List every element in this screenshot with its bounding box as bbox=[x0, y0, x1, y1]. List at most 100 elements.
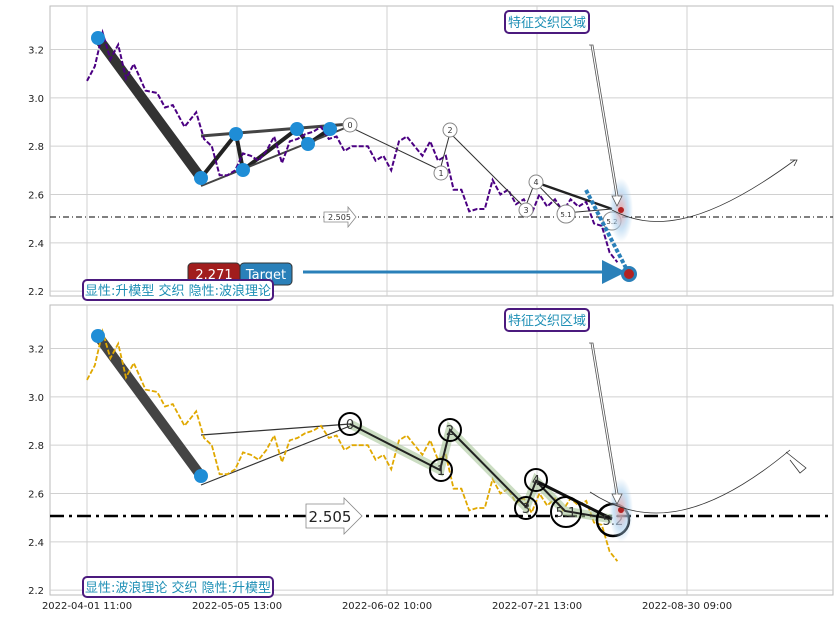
y-tick-label: 2.4 bbox=[28, 538, 44, 549]
bottom-lower-trend bbox=[200, 425, 351, 486]
top-wave-emph bbox=[534, 180, 613, 211]
svg-text:3: 3 bbox=[523, 206, 528, 215]
svg-text:0: 0 bbox=[346, 418, 354, 433]
bottom-zone-annotation: 特征交织区域 bbox=[504, 308, 590, 332]
pattern-leg-4 bbox=[241, 127, 299, 172]
wave-marker-0: 0 bbox=[338, 412, 362, 436]
pattern-leg-2 bbox=[199, 132, 238, 180]
bottom-pivots bbox=[91, 329, 208, 483]
svg-text:2: 2 bbox=[446, 424, 454, 439]
svg-text:2: 2 bbox=[447, 126, 452, 135]
top-y-ticks: 2.2 2.4 2.6 2.8 3.0 3.2 bbox=[28, 46, 44, 299]
bottom-hline-label: 2.505 bbox=[305, 497, 363, 535]
wave-marker-3: 3 bbox=[514, 496, 538, 520]
svg-text:0: 0 bbox=[347, 121, 352, 130]
x-tick-label: 2022-04-01 11:00 bbox=[42, 601, 132, 612]
bottom-wave-band bbox=[347, 419, 613, 524]
projection-arrowhead-icon bbox=[785, 451, 807, 474]
wave-marker-3: 3 bbox=[518, 202, 534, 218]
y-tick-label: 2.2 bbox=[28, 586, 44, 597]
pattern-leg-1 bbox=[93, 33, 206, 183]
pivot-dot bbox=[229, 127, 243, 141]
y-tick-label: 2.8 bbox=[28, 441, 44, 452]
wave-marker-1: 1 bbox=[429, 458, 453, 482]
y-tick-label: 2.6 bbox=[28, 191, 44, 202]
pivot-dot bbox=[236, 163, 250, 177]
top-hline-text: 2.505 bbox=[328, 213, 351, 222]
bottom-legend-annotation-text: 显性:波浪理论 交织 隐性:升模型 bbox=[85, 580, 271, 596]
bottom-zone-annotation-text: 特征交织区域 bbox=[508, 313, 586, 329]
y-tick-label: 2.8 bbox=[28, 142, 44, 153]
target-marker-core bbox=[624, 269, 634, 279]
top-hline-label: 2.505 bbox=[323, 205, 357, 229]
bottom-wave-lines bbox=[347, 419, 613, 524]
bottom-panel: 2.2 2.4 2.6 2.8 3.0 3.2 2.505 0 1 2 3 4 bbox=[28, 304, 834, 598]
wave-marker-0: 0 bbox=[342, 117, 358, 133]
y-tick-label: 3.2 bbox=[28, 46, 44, 57]
top-pattern-lines bbox=[93, 33, 351, 187]
top-price-series bbox=[86, 28, 619, 263]
svg-text:1: 1 bbox=[437, 464, 445, 479]
svg-text:4: 4 bbox=[532, 474, 540, 489]
annotation-pointer bbox=[589, 342, 623, 505]
pivot-dot bbox=[301, 137, 315, 151]
projection-arrowhead-icon bbox=[790, 159, 798, 167]
y-tick-label: 2.6 bbox=[28, 490, 44, 501]
annotation-pointer bbox=[589, 44, 623, 207]
bottom-hline-text: 2.505 bbox=[309, 508, 352, 526]
svg-text:5.1: 5.1 bbox=[560, 211, 571, 219]
wave-marker-2: 2 bbox=[438, 418, 462, 442]
top-wave-circles: 0 1 2 3 4 5.1 5.2 bbox=[342, 117, 622, 231]
projection-curve bbox=[589, 449, 791, 514]
top-panel: 2.2 2.4 2.6 2.8 3.0 3.2 2.505 bbox=[28, 5, 834, 301]
zone-center bbox=[618, 507, 624, 513]
wave-marker-5: 5.1 bbox=[556, 204, 576, 224]
zone-dive-line bbox=[584, 189, 630, 273]
top-zone-annotation-text: 特征交织区域 bbox=[508, 15, 586, 31]
top-legend-annotation-text: 显性:升模型 交织 隐性:波浪理论 bbox=[85, 283, 271, 299]
svg-text:4: 4 bbox=[533, 178, 538, 187]
y-tick-label: 2.4 bbox=[28, 239, 44, 250]
pivot-dot bbox=[194, 469, 208, 483]
x-tick-label: 2022-07-21 13:00 bbox=[492, 601, 582, 612]
y-tick-label: 3.0 bbox=[28, 393, 44, 404]
pivot-dot bbox=[91, 329, 105, 343]
y-tick-label: 2.2 bbox=[28, 287, 44, 298]
projection-curve bbox=[611, 159, 796, 222]
x-tick-label: 2022-08-30 09:00 bbox=[642, 601, 732, 612]
pivot-dot bbox=[91, 31, 105, 45]
wave-marker-1: 1 bbox=[433, 165, 449, 181]
y-tick-label: 3.2 bbox=[28, 345, 44, 356]
wave-marker-5: 5.1 bbox=[550, 496, 582, 528]
top-pivots bbox=[91, 31, 337, 185]
top-feature-zone bbox=[584, 44, 798, 273]
svg-text:3: 3 bbox=[522, 502, 530, 517]
bottom-feature-zone bbox=[589, 342, 807, 542]
bottom-wave-path bbox=[349, 423, 613, 520]
wave-marker-4: 4 bbox=[524, 468, 548, 492]
bottom-y-ticks: 2.2 2.4 2.6 2.8 3.0 3.2 bbox=[28, 345, 44, 598]
top-panel-frame bbox=[49, 5, 834, 297]
bottom-pattern-lines bbox=[93, 331, 351, 486]
pivot-dot bbox=[323, 122, 337, 136]
zone-center bbox=[618, 207, 624, 213]
pivot-dot bbox=[290, 122, 304, 136]
bottom-upper-trend bbox=[200, 423, 351, 436]
x-tick-label: 2022-06-02 10:00 bbox=[342, 601, 432, 612]
wave-marker-2: 2 bbox=[442, 122, 458, 138]
x-axis-ticks: 2022-04-01 11:00 2022-05-05 13:00 2022-06-… bbox=[42, 601, 732, 612]
bottom-price-series bbox=[86, 328, 619, 562]
bottom-pattern-leg bbox=[93, 331, 206, 481]
bottom-panel-frame bbox=[49, 304, 834, 596]
y-tick-label: 3.0 bbox=[28, 94, 44, 105]
top-zone-annotation: 特征交织区域 bbox=[504, 10, 590, 34]
top-grid bbox=[50, 6, 833, 296]
top-legend-annotation: 显性:升模型 交织 隐性:波浪理论 bbox=[82, 279, 274, 301]
svg-text:1: 1 bbox=[438, 169, 443, 178]
bottom-legend-annotation: 显性:波浪理论 交织 隐性:升模型 bbox=[82, 576, 274, 598]
svg-text:5.1: 5.1 bbox=[556, 506, 577, 521]
pivot-dot bbox=[194, 171, 208, 185]
x-tick-label: 2022-05-05 13:00 bbox=[192, 601, 282, 612]
wave-marker-4: 4 bbox=[528, 174, 544, 190]
